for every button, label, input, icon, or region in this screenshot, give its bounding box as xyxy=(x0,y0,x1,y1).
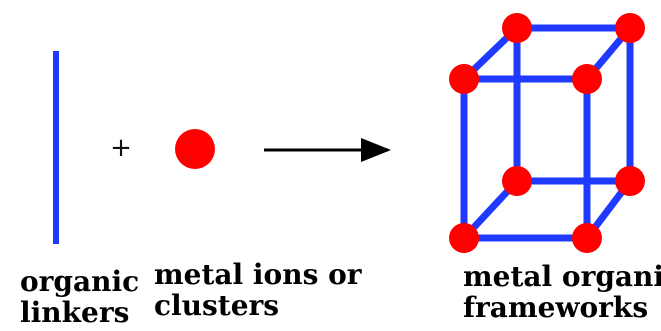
node-back-top-right xyxy=(615,13,645,43)
cube-nodes xyxy=(449,13,645,253)
node-back-bottom-right xyxy=(615,166,645,196)
metal-organic-frameworks-label-line-2: frameworks xyxy=(463,291,649,324)
metal-ions-label: metal ions or clusters xyxy=(154,259,362,321)
organic-linkers-label: organic linkers xyxy=(20,266,139,328)
metal-ions-label-line-2: clusters xyxy=(154,289,280,322)
organic-linkers-label-line-2: linkers xyxy=(20,296,130,329)
node-back-top-left xyxy=(502,13,532,43)
node-back-bottom-left xyxy=(502,166,532,196)
cube-edges xyxy=(460,24,634,242)
metal-ions-label-line-1: metal ions or xyxy=(154,258,362,291)
plus-sign: + xyxy=(110,133,132,163)
organic-linkers-label-line-1: organic xyxy=(20,265,140,298)
framework-cube xyxy=(449,13,645,253)
metal-organic-frameworks-label: metal organic frameworks xyxy=(463,261,661,323)
metal-ion xyxy=(175,129,215,169)
node-front-bottom-left xyxy=(449,223,479,253)
node-front-bottom-right xyxy=(572,223,602,253)
node-front-top-right xyxy=(572,64,602,94)
metal-organic-frameworks-label-line-1: metal organic xyxy=(463,260,661,293)
node-front-top-left xyxy=(449,64,479,94)
